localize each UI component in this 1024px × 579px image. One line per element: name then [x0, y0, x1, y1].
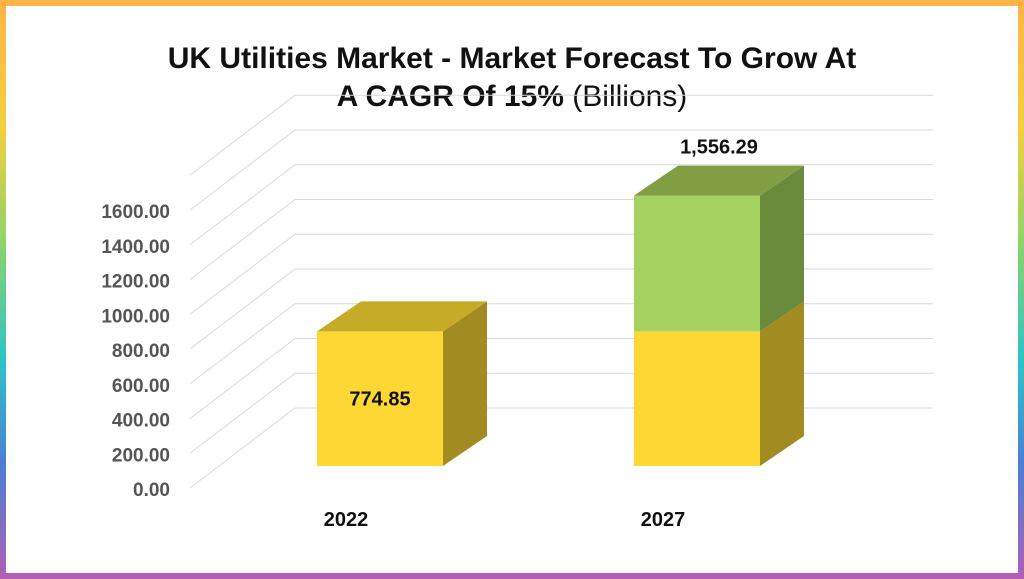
gridline-diagonal-6 [189, 199, 296, 280]
bar-2027-base-side [760, 301, 804, 466]
bar-2022-top [317, 301, 487, 332]
x-tick-label-2022: 2022 [324, 509, 369, 531]
bar-2027-growth-side [760, 165, 804, 332]
chart-title-unit: (Billions) [572, 80, 688, 113]
gridline-diagonal-9 [189, 94, 296, 176]
bar-2027-base-front [634, 331, 760, 466]
gridline-diagonal-2 [189, 338, 296, 419]
gridline-diagonal-3 [189, 303, 296, 385]
chart-title-line1: UK Utilities Market - Market Forecast To… [167, 42, 857, 75]
bar-2027-growth [634, 165, 804, 332]
bars [317, 165, 804, 466]
chart-title-cagr: A CAGR Of 15% [336, 80, 564, 113]
bar-2022-side [443, 301, 487, 466]
bar-2027-growth-front [634, 195, 760, 332]
bar-2027-growth-top [634, 165, 804, 196]
gridline-diagonal-8 [189, 129, 296, 211]
x-axis: 2022 2027 [324, 509, 686, 531]
x-tick-label-2027: 2027 [641, 509, 686, 531]
gridline-diagonal-7 [189, 164, 296, 246]
y-tick-label-1: 200.00 [112, 445, 170, 466]
data-labels: 774.85 1,556.29 [349, 137, 758, 411]
y-tick-label-5: 1000.00 [101, 306, 170, 327]
gridline-diagonal-0 [189, 407, 296, 489]
y-tick-label-2: 400.00 [112, 411, 170, 432]
y-tick-label-8: 1600.00 [101, 202, 170, 223]
y-tick-label-3: 600.00 [112, 376, 170, 397]
y-tick-label-4: 800.00 [112, 341, 170, 362]
data-label-2027: 1,556.29 [680, 137, 758, 159]
bar-2022-front [317, 331, 443, 466]
data-label-2022: 774.85 [349, 389, 410, 411]
y-tick-label-6: 1200.00 [101, 272, 170, 293]
y-tick-label-7: 1400.00 [101, 237, 170, 258]
y-tick-label-0: 0.00 [133, 480, 170, 501]
chart-title-line2: A CAGR Of 15% (Billions) [0, 78, 1024, 116]
gridlines [189, 94, 933, 489]
chart-title: UK Utilities Market - Market Forecast To… [0, 40, 1024, 116]
bar-2022 [317, 301, 487, 466]
bar-2027-base [634, 301, 804, 466]
gridline-diagonal-5 [189, 233, 296, 315]
y-axis: 0.00 200.00 400.00 600.00 800.00 1000.00 1200.… [101, 202, 170, 501]
gridline-diagonal-4 [189, 268, 296, 350]
gridline-diagonal-1 [189, 372, 296, 454]
chart-card [6, 6, 1018, 573]
